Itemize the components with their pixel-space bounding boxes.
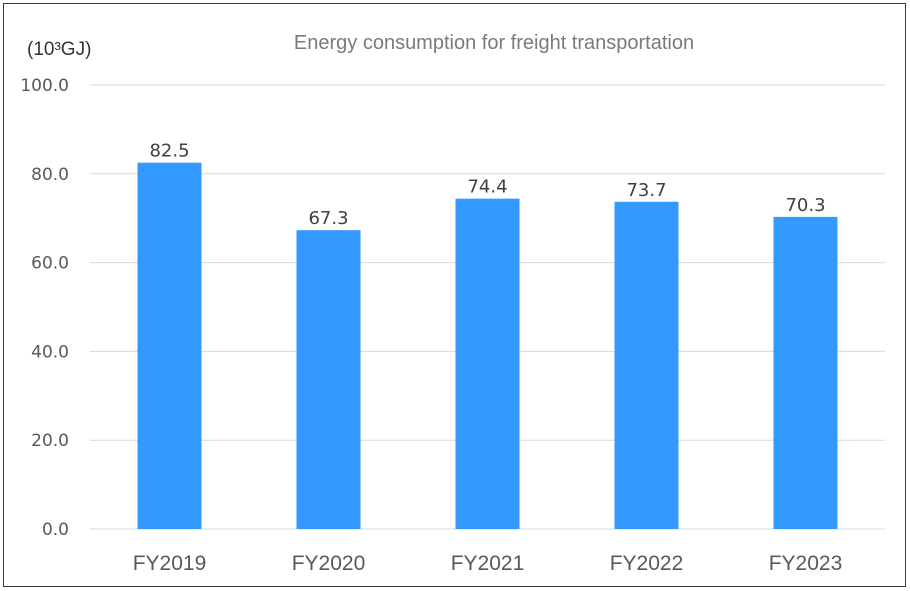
y-tick-label: 0.0 (42, 520, 69, 540)
chart-title: Energy consumption for freight transport… (294, 32, 694, 54)
x-axis-ticks: FY2019 FY2020 FY2021 FY2022 FY2023 (133, 552, 843, 575)
data-label: 70.3 (785, 195, 825, 216)
data-labels: 82.5 67.3 74.4 73.7 70.3 (149, 141, 825, 229)
x-tick-label: FY2022 (610, 552, 684, 575)
data-label: 82.5 (149, 141, 189, 162)
bar (773, 216, 838, 530)
bar (296, 230, 361, 530)
bar (614, 201, 679, 529)
data-label: 73.7 (626, 180, 666, 201)
bars (137, 162, 838, 530)
y-tick-label: 20.0 (31, 431, 69, 451)
x-tick-label: FY2019 (133, 552, 207, 575)
data-label: 74.4 (467, 177, 507, 198)
y-tick-label: 100.0 (20, 76, 69, 96)
x-tick-label: FY2023 (769, 552, 843, 575)
y-tick-label: 60.0 (31, 254, 69, 274)
bar (455, 198, 520, 529)
y-unit-label: (10³GJ) (27, 39, 91, 60)
data-label: 67.3 (308, 208, 348, 229)
gridlines (90, 84, 885, 530)
bar (137, 162, 202, 529)
y-axis-ticks: 0.0 20.0 40.0 60.0 80.0 100.0 (20, 76, 69, 540)
x-tick-label: FY2020 (292, 552, 366, 575)
x-tick-label: FY2021 (451, 552, 525, 575)
y-tick-label: 40.0 (31, 342, 69, 362)
y-tick-label: 80.0 (31, 165, 69, 185)
